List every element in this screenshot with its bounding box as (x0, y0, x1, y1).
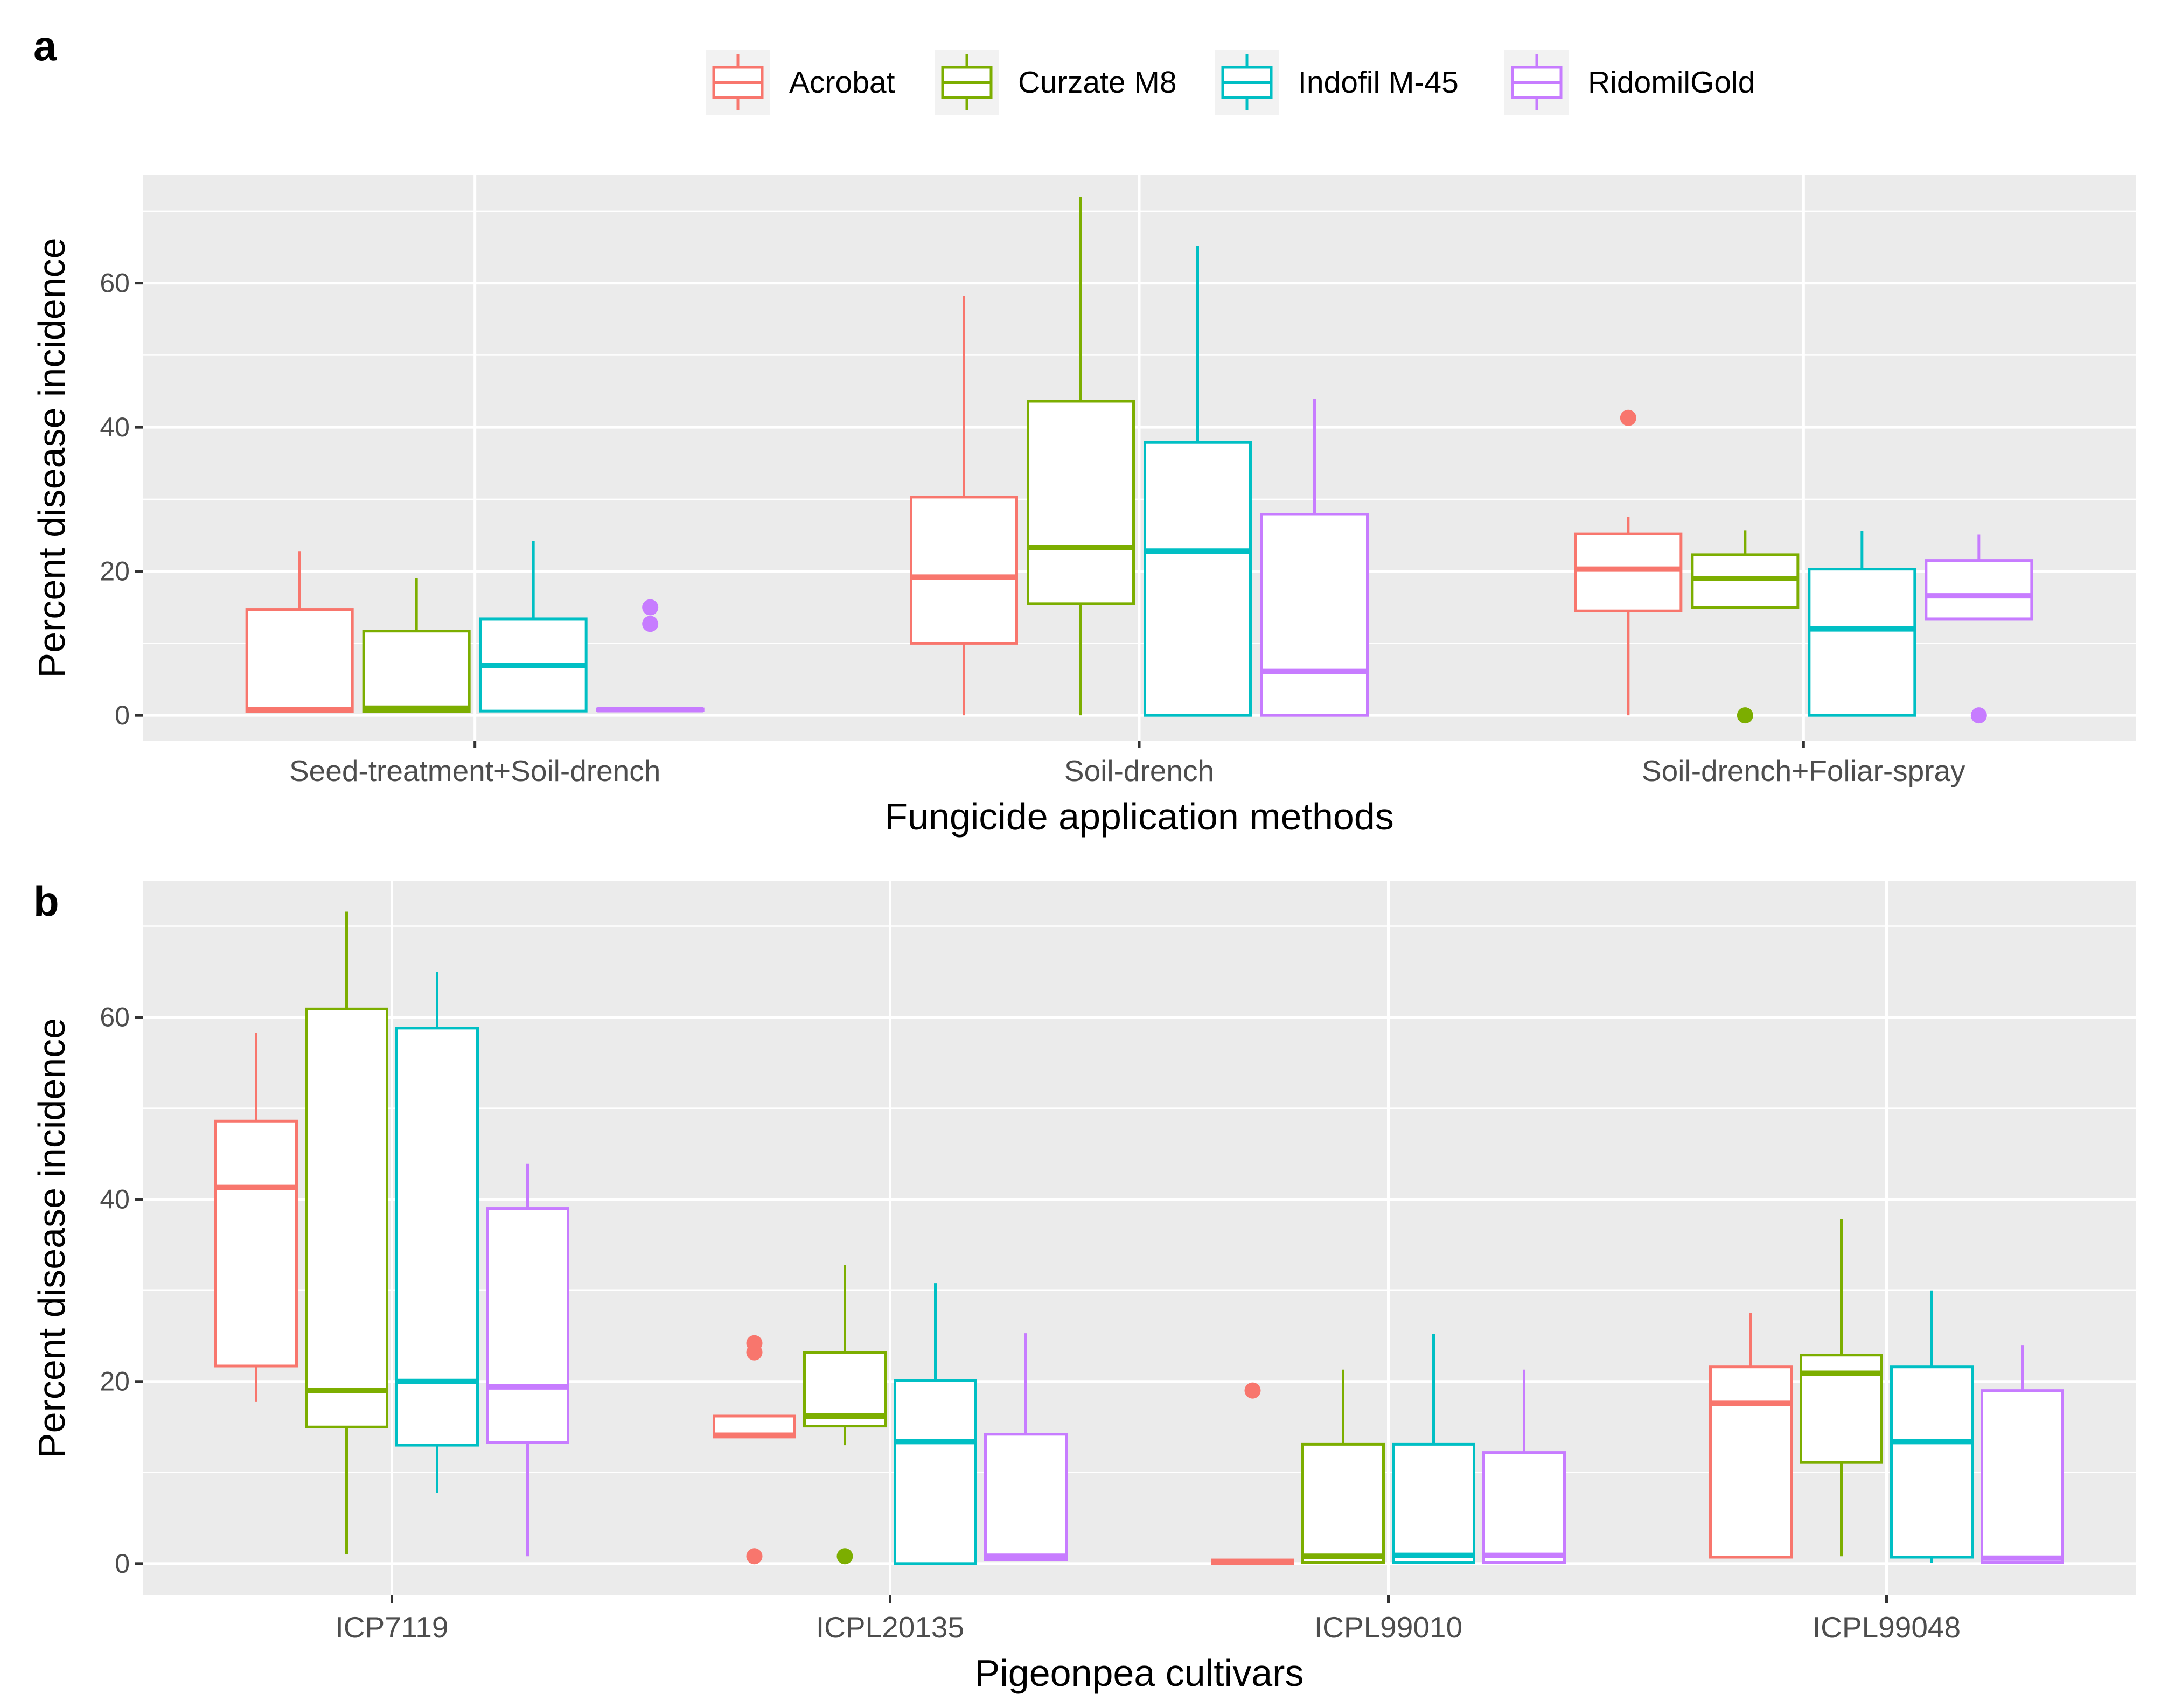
box-indofil-m-45-soil-drench (1144, 246, 1252, 717)
outlier-point (1244, 1382, 1261, 1399)
box-body (1144, 441, 1252, 717)
box-curzate-m8-soil-drench-foliar-spray (1691, 530, 1800, 724)
box-body (1574, 532, 1683, 612)
box-indofil-m-45-icpl99010 (1392, 1334, 1475, 1564)
box-curzate-m8-icpl20135 (803, 1265, 887, 1565)
x-axis-title: Pigeonpea cultivars (975, 1652, 1304, 1694)
box-body (1890, 1365, 1974, 1559)
outlier-point (1620, 409, 1636, 426)
box-body (1027, 400, 1135, 605)
box-body (245, 608, 354, 713)
box-curzate-m8-icpl99010 (1301, 1369, 1385, 1564)
box-ridomilgold-soil-drench-foliar-spray (1925, 534, 2033, 724)
box-body (1260, 513, 1369, 717)
x-tick-label-soil-drench-foliar-spray: Soil-drench+Foliar-spray (1642, 754, 1965, 787)
outlier-point (746, 1548, 763, 1565)
box-acrobat-icpl99010 (1211, 1382, 1294, 1565)
box-body (894, 1379, 977, 1565)
box-ridomilgold-icp7119 (486, 1163, 569, 1557)
y-tick-label: 0 (115, 700, 130, 730)
legend-label: RidomilGold (1588, 65, 1755, 100)
box-indofil-m-45-icpl99048 (1890, 1290, 1974, 1563)
legend-entry-indofil-m-45: Indofil M-45 (1215, 50, 1459, 115)
legend: Acrobat Curzate M8 Indofil M-45 RidomilGold (706, 50, 1755, 115)
legend-label: Acrobat (789, 65, 895, 100)
box-indofil-m-45-icp7119 (395, 972, 479, 1493)
box-ridomilgold-icpl99048 (1981, 1345, 2064, 1564)
y-tick-label: 0 (115, 1549, 130, 1579)
box-acrobat-soil-drench (910, 296, 1018, 716)
x-tick-label-icpl99048: ICPL99048 (1813, 1611, 1961, 1644)
x-tick-label-seed-treatment-soil-drench: Seed-treatment+Soil-drench (289, 754, 660, 787)
legend-entry-acrobat: Acrobat (706, 50, 895, 115)
box-acrobat-icpl99048 (1709, 1313, 1793, 1559)
box-body (1808, 568, 1916, 717)
outlier-point (642, 616, 659, 632)
x-tick-label-icp7119: ICP7119 (336, 1611, 449, 1644)
box-ridomilgold-icpl99010 (1482, 1369, 1566, 1564)
box-body (486, 1207, 569, 1444)
outlier-point (642, 599, 659, 616)
y-tick-label: 40 (100, 412, 130, 442)
box-indofil-m-45-seed-treatment-soil-drench (479, 541, 588, 713)
box-body (395, 1027, 479, 1447)
box-acrobat-icp7119 (214, 1033, 298, 1402)
box-body (1981, 1389, 2064, 1564)
x-tick-label-icpl99010: ICPL99010 (1314, 1611, 1462, 1644)
box-indofil-m-45-soil-drench-foliar-spray (1808, 531, 1916, 717)
y-tick-label: 60 (100, 1002, 130, 1033)
box-body (1925, 559, 2033, 621)
box-acrobat-seed-treatment-soil-drench (245, 551, 354, 713)
legend-entry-ridomilgold: RidomilGold (1504, 50, 1755, 115)
legend-entry-curzate-m8: Curzate M8 (935, 50, 1177, 115)
box-ridomilgold-icpl20135 (984, 1333, 1068, 1561)
panel-a: 0 20 40 60 Seed-treatment+Soil-drench Soil-dr… (31, 22, 2136, 838)
y-tick-label: 20 (100, 556, 130, 587)
panel-b: 0 20 40 60 ICP7119 ICPL20135 ICPL99010 ICPL9904… (31, 877, 2136, 1694)
y-tick-label: 40 (100, 1184, 130, 1215)
box-acrobat-soil-drench-foliar-spray (1574, 409, 1683, 716)
outlier-point (836, 1548, 853, 1565)
y-tick-label: 60 (100, 268, 130, 298)
box-curzate-m8-soil-drench (1027, 197, 1135, 716)
box-body (910, 496, 1018, 645)
y-axis-title: Percent disease incidence (31, 238, 73, 678)
legend-label: Indofil M-45 (1298, 65, 1459, 100)
outlier-point (1970, 707, 1987, 724)
box-curzate-m8-icpl99048 (1800, 1219, 1883, 1557)
x-tick-label-soil-drench: Soil-drench (1064, 754, 1214, 787)
box-ridomilgold-seed-treatment-soil-drench (596, 599, 705, 713)
box-acrobat-icpl20135 (713, 1335, 796, 1565)
box-body (305, 1007, 388, 1428)
box-curzate-m8-icp7119 (305, 911, 388, 1554)
box-ridomilgold-soil-drench (1260, 399, 1369, 717)
y-axis-title: Percent disease incidence (31, 1018, 73, 1458)
legend-label: Curzate M8 (1018, 65, 1177, 100)
outlier-point (746, 1335, 763, 1351)
box-body (214, 1119, 298, 1368)
x-axis-title: Fungicide application methods (884, 796, 1394, 838)
box-body (1709, 1365, 1793, 1559)
outlier-point (1737, 707, 1753, 724)
box-body (1392, 1442, 1475, 1564)
box-body (984, 1433, 1068, 1561)
box-body (1301, 1442, 1385, 1564)
box-indofil-m-45-icpl20135 (894, 1283, 977, 1565)
x-tick-label-icpl20135: ICPL20135 (816, 1611, 964, 1644)
box-body (1482, 1451, 1566, 1564)
box-curzate-m8-seed-treatment-soil-drench (362, 578, 471, 713)
panel-tag: b (33, 877, 59, 925)
y-tick-label: 20 (100, 1367, 130, 1397)
panel-tag: a (33, 22, 57, 69)
box-body (362, 630, 471, 713)
